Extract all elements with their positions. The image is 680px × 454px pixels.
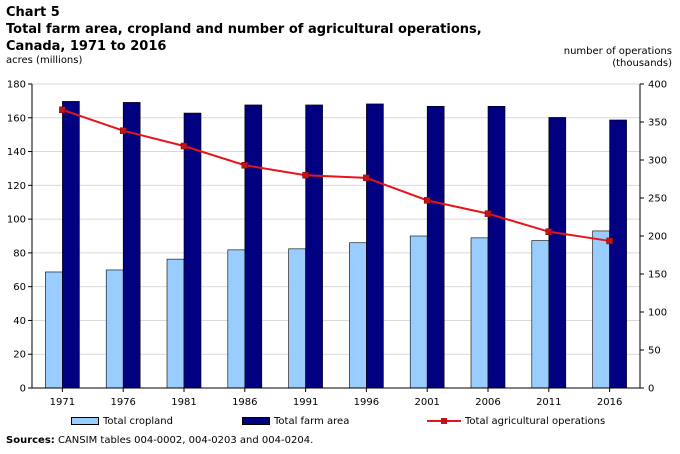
chart-title-line-2: Canada, 1971 to 2016	[6, 39, 167, 54]
point-operations-1976	[119, 127, 127, 134]
bar-cropland-2011	[531, 240, 550, 389]
y-right-tick-label: 50	[648, 346, 661, 357]
y-axis-left-title: acres (millions)	[6, 55, 83, 66]
y-right-tick-label: 150	[648, 270, 667, 281]
bar-farm-area-1976	[122, 102, 141, 389]
legend-swatch-cropland	[71, 417, 99, 425]
y-left-tick-label: 100	[7, 215, 26, 226]
bar-farm-area-1971	[62, 101, 80, 389]
legend-item-operations: Total agricultural operations	[427, 412, 605, 430]
x-tick-label-1976: 1976	[110, 397, 135, 408]
legend-label-cropland: Total cropland	[103, 415, 173, 427]
chart-title-block: Chart 5 Total farm area, cropland and nu…	[6, 4, 482, 55]
point-operations-1981	[180, 142, 188, 150]
y-right-tick-label: 250	[648, 194, 667, 205]
bar-cropland-2016	[592, 230, 610, 389]
y-right-tick-label: 200	[648, 232, 667, 243]
point-operations-2001	[423, 197, 431, 204]
bar-farm-area-2011	[548, 117, 567, 389]
y-right-tick-label: 100	[648, 308, 667, 319]
bar-farm-area-1991	[305, 104, 323, 389]
legend: Total cropland Total farm area Total agr…	[0, 412, 680, 430]
y-left-tick-label: 40	[13, 316, 26, 327]
legend-item-cropland: Total cropland	[71, 412, 173, 430]
x-tick-label-1991: 1991	[293, 397, 318, 408]
x-tick-label-1996: 1996	[354, 397, 379, 408]
y-left-tick-label: 0	[20, 384, 26, 395]
legend-swatch-farm-area	[242, 417, 270, 425]
y-left-tick-label: 160	[7, 113, 26, 124]
bar-farm-area-2001	[426, 105, 445, 389]
y-left-tick-label: 120	[7, 181, 26, 192]
bar-cropland-2001	[409, 235, 428, 389]
point-operations-2011	[545, 228, 553, 235]
bar-farm-area-2016	[609, 119, 627, 389]
bar-farm-area-1986	[244, 104, 263, 389]
y-axis-right-title-line-1: number of operations	[563, 46, 672, 57]
y-left-tick-label: 180	[7, 80, 26, 91]
legend-label-operations: Total agricultural operations	[465, 415, 606, 427]
x-tick-label-2016: 2016	[597, 397, 622, 408]
bar-cropland-1976	[105, 269, 124, 389]
source-label: Sources:	[6, 435, 55, 446]
y-right-tick-label: 0	[648, 384, 654, 395]
chart-title-line-1: Total farm area, cropland and number of …	[6, 22, 482, 37]
bar-cropland-2006	[470, 237, 489, 389]
source-text: CANSIM tables 004-0002, 004-0203 and 004…	[57, 435, 314, 446]
bar-cropland-1986	[227, 249, 246, 389]
point-operations-1996	[363, 174, 370, 182]
point-operations-1971	[59, 106, 66, 114]
bar-farm-area-1996	[366, 103, 384, 389]
y-left-tick-label: 140	[7, 147, 26, 158]
chart-number: Chart 5	[6, 5, 60, 20]
legend-label-farm-area: Total farm area	[274, 415, 350, 427]
bar-cropland-1981	[166, 258, 185, 389]
bar-cropland-1971	[45, 271, 63, 389]
bar-cropland-1991	[288, 248, 306, 389]
legend-item-farm-area: Total farm area	[242, 412, 349, 430]
x-tick-label-1971: 1971	[50, 397, 75, 408]
x-tick-label-2001: 2001	[414, 397, 439, 408]
legend-swatch-operations	[427, 417, 461, 425]
bar-cropland-1996	[349, 242, 367, 389]
tick-labels-layer: 0 20 40 60 80 100 120 140 160 180 0 50 100 150 200 250 3…	[7, 80, 667, 409]
x-tick-label-1981: 1981	[171, 397, 196, 408]
point-operations-1986	[241, 161, 249, 169]
y-left-tick-label: 20	[13, 350, 26, 361]
x-tick-label-2006: 2006	[475, 397, 500, 408]
source-note: Sources: CANSIM tables 004-0002, 004-020…	[6, 435, 313, 446]
y-axis-right-title: number of operations (thousands)	[564, 46, 672, 70]
bars-layer	[45, 101, 627, 389]
y-right-tick-label: 300	[648, 156, 667, 167]
y-right-tick-label: 350	[648, 118, 667, 129]
x-tick-label-1986: 1986	[232, 397, 257, 408]
line-operations	[62, 108, 610, 242]
point-operations-2016	[606, 237, 613, 245]
point-operations-1991	[302, 171, 309, 179]
bar-farm-area-2006	[487, 105, 506, 389]
point-operations-2006	[484, 210, 492, 217]
y-left-tick-label: 80	[13, 248, 26, 259]
y-axis-right-title-line-2: (thousands)	[612, 58, 672, 69]
y-right-tick-label: 400	[648, 80, 667, 91]
x-tick-label-2011: 2011	[536, 397, 561, 408]
bar-farm-area-1981	[183, 112, 202, 389]
line-layer	[59, 106, 613, 245]
y-left-tick-label: 60	[13, 282, 26, 293]
axes-layer	[28, 83, 644, 392]
